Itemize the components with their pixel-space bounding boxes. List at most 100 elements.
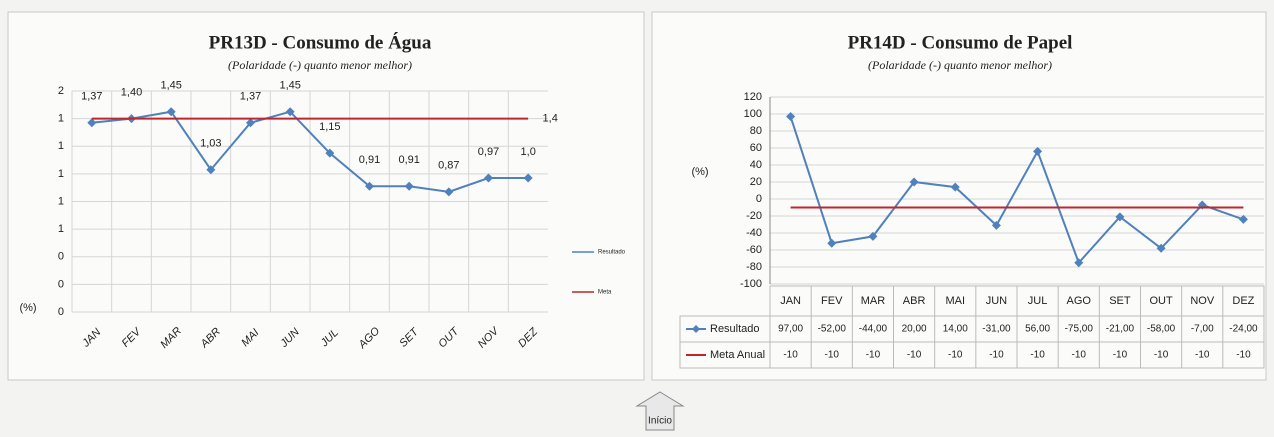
y-tick-label: 0 [756, 193, 762, 205]
y-tick-label: 100 [744, 108, 762, 120]
data-label: 1,15 [319, 121, 340, 133]
table-cell: -10 [1113, 350, 1128, 361]
y-tick-label: -100 [740, 278, 762, 290]
table-cell: -52,00 [818, 324, 847, 335]
table-cell: -21,00 [1106, 324, 1135, 335]
point [365, 181, 374, 191]
point [1115, 212, 1125, 222]
chart-title: PR14D - Consumo de Papel [848, 32, 1073, 53]
table-cell: -58,00 [1147, 324, 1176, 335]
point [868, 231, 878, 241]
data-label: 0,91 [359, 154, 380, 166]
point [325, 148, 335, 158]
data-label: 0,97 [478, 146, 499, 158]
y-tick-label: -60 [746, 244, 762, 256]
point [484, 173, 493, 183]
y-tick-label: 0 [58, 251, 64, 263]
x-tick-label: AGO [1067, 295, 1092, 307]
point [206, 165, 216, 175]
point [444, 187, 454, 197]
data-label: 1,0 [521, 146, 536, 158]
table-cell: -31,00 [982, 324, 1011, 335]
series-line [789, 116, 1244, 265]
y-tick-label: 40 [750, 159, 762, 171]
chart-subtitle: (Polaridade (-) quanto menor melhor) [868, 58, 1052, 72]
point [1074, 258, 1084, 268]
legend-label: Resultado [710, 323, 760, 335]
table-cell: -10 [1195, 350, 1210, 361]
y-tick-label: 0 [58, 278, 64, 290]
panel [7, 11, 645, 381]
table-cell: -10 [948, 350, 963, 361]
table-cell: 14,00 [943, 324, 968, 335]
table-cell: -10 [783, 350, 798, 361]
data-label: 1,45 [160, 80, 181, 92]
chart-subtitle: (Polaridade (-) quanto menor melhor) [228, 58, 412, 72]
point [786, 112, 796, 122]
table-cell: -10 [866, 350, 881, 361]
table-cell: -75,00 [1065, 324, 1094, 335]
y-axis-label: (%) [691, 166, 708, 178]
y-tick-label: 1 [58, 113, 64, 125]
table-cell: 56,00 [1025, 324, 1050, 335]
series-line [91, 110, 529, 193]
y-tick-label: 1 [58, 223, 64, 235]
point [909, 177, 919, 187]
legend-label: Resultado [598, 250, 626, 256]
home-button[interactable]: Início [635, 391, 685, 431]
table-cell: -10 [989, 350, 1004, 361]
table-cell: -10 [825, 350, 840, 361]
table-cell: -44,00 [859, 324, 888, 335]
x-tick-label: MAI [945, 295, 965, 307]
point [87, 118, 97, 128]
y-tick-label: 1 [58, 168, 64, 180]
x-tick-label: OUT [1149, 295, 1173, 307]
x-tick-label: ABR [903, 295, 926, 307]
table-cell: -24,00 [1229, 324, 1258, 335]
table-cell: -10 [1072, 350, 1087, 361]
y-tick-label: 1 [58, 140, 64, 152]
legend-marker [692, 325, 700, 333]
point [404, 181, 414, 191]
data-label: 1,45 [279, 80, 300, 92]
point [285, 107, 295, 117]
button-label[interactable]: Início [648, 416, 672, 427]
panel [651, 11, 1267, 381]
point [827, 238, 837, 248]
point [1156, 243, 1166, 253]
data-label: 0,87 [438, 160, 459, 172]
x-tick-label: SET [1109, 295, 1131, 307]
y-tick-label: 1 [58, 195, 64, 207]
point [991, 220, 1001, 230]
table-cell: -10 [907, 350, 922, 361]
table-cell: -10 [1236, 350, 1251, 361]
y-tick-label: 80 [750, 125, 762, 137]
legend-label: Meta Anual [710, 349, 765, 361]
table-cell: 97,00 [778, 324, 803, 335]
data-label: 1,40 [121, 87, 142, 99]
x-tick-label: JUL [1028, 295, 1048, 307]
chart-title: PR13D - Consumo de Água [209, 31, 432, 53]
x-tick-label: MAR [861, 295, 886, 307]
y-axis-label: (%) [19, 302, 36, 314]
point [166, 107, 176, 117]
x-tick-label: JUN [986, 295, 1007, 307]
data-label: 1,37 [81, 91, 102, 103]
y-tick-label: -20 [746, 210, 762, 222]
y-tick-label: 60 [750, 142, 762, 154]
point [1033, 146, 1043, 156]
data-label: 1,4 [543, 113, 558, 125]
data-label: 1,37 [240, 91, 261, 103]
table-cell: -7,00 [1191, 324, 1214, 335]
y-tick-label: 0 [58, 306, 64, 318]
table-cell: -10 [1154, 350, 1169, 361]
table-cell: 20,00 [902, 324, 927, 335]
legend-label: Meta [598, 290, 612, 296]
y-tick-label: -40 [746, 227, 762, 239]
y-tick-label: 2 [58, 85, 64, 97]
x-tick-label: NOV [1190, 295, 1215, 307]
x-tick-label: FEV [821, 295, 843, 307]
x-tick-label: JAN [780, 295, 801, 307]
y-tick-label: 20 [750, 176, 762, 188]
